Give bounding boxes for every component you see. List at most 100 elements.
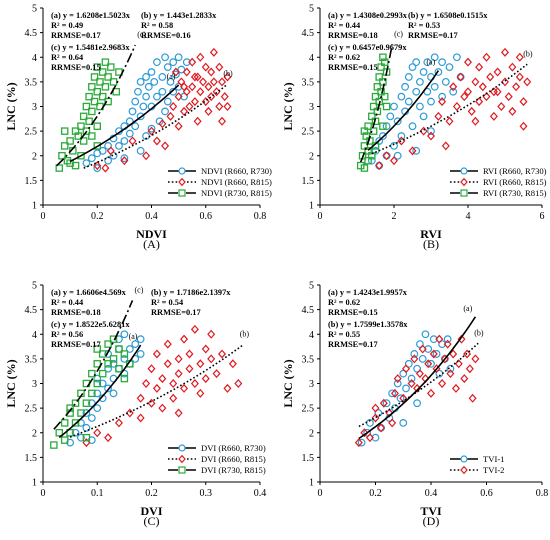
data-point — [128, 136, 137, 146]
data-point — [60, 142, 69, 150]
data-point — [418, 344, 427, 354]
data-point — [161, 107, 169, 116]
data-point — [451, 383, 460, 393]
data-point — [500, 47, 510, 57]
data-point — [161, 53, 169, 62]
data-point — [82, 423, 91, 432]
data-point — [427, 359, 435, 368]
data-point — [223, 72, 232, 82]
data-point — [115, 364, 123, 373]
data-point — [190, 97, 199, 107]
data-point — [218, 116, 227, 126]
data-point — [120, 354, 129, 363]
equation-line: R² = 0.44 — [51, 298, 84, 307]
data-point — [98, 350, 107, 358]
y-tick-label: 4 — [309, 330, 314, 341]
x-tick-label: 0.6 — [480, 488, 493, 499]
data-point — [416, 77, 424, 86]
legend-label: NDVI (R730, R815) — [201, 188, 272, 198]
data-point — [142, 151, 151, 161]
data-point — [424, 359, 433, 369]
equation-line: RRMSE=0.17 — [328, 340, 378, 349]
data-point — [207, 67, 216, 77]
data-point — [429, 335, 438, 344]
data-point — [209, 77, 218, 87]
data-point — [410, 350, 419, 358]
data-point — [190, 378, 199, 389]
data-point — [142, 73, 150, 81]
data-point — [457, 334, 466, 344]
curve-label: (a) — [129, 332, 138, 341]
data-point — [196, 388, 205, 398]
equation-line: R² = 0.55 — [328, 330, 360, 339]
data-point — [152, 383, 161, 393]
series-1 — [82, 53, 191, 172]
data-point — [519, 121, 528, 131]
data-point — [77, 409, 85, 417]
legend: RVI (R660, R730)RVI (R660, R815)RVI (R73… — [450, 166, 547, 198]
equation-line: RRMSE=0.18 — [51, 308, 101, 317]
x-tick-label: 0.4 — [254, 488, 267, 499]
data-point — [426, 388, 436, 398]
y-tick-label: 5 — [309, 281, 314, 292]
data-point — [468, 393, 477, 403]
equation-line: RRMSE=0.17 — [408, 31, 458, 40]
equation-line: (c) y = 0.6457e0.9679x — [328, 43, 407, 52]
legend-label: NDVI (R660, R730) — [201, 166, 272, 176]
y-tick-label: 4 — [32, 330, 37, 341]
equation-line: (b) y = 1.6508e0.1515x — [408, 11, 488, 20]
data-point — [401, 82, 410, 91]
fit-curve-1 — [367, 70, 440, 151]
x-axis-label: TVI — [420, 504, 442, 518]
data-point — [215, 62, 224, 72]
series-2 — [375, 47, 532, 171]
data-point — [79, 112, 88, 121]
data-point — [88, 369, 96, 378]
data-point — [404, 359, 413, 368]
data-point — [66, 428, 74, 437]
x-tick-label: 0 — [318, 488, 323, 499]
data-point — [519, 97, 528, 107]
data-point — [446, 369, 455, 379]
data-point — [443, 339, 452, 349]
data-point — [463, 87, 473, 97]
data-point — [379, 398, 388, 408]
data-point — [107, 63, 115, 71]
data-point — [82, 159, 91, 168]
data-point — [150, 77, 159, 86]
data-point — [396, 394, 405, 403]
data-point — [98, 92, 107, 101]
data-point — [174, 92, 183, 102]
legend-label: TVI-2 — [483, 465, 504, 475]
data-point — [166, 111, 175, 121]
x-tick-label: 0 — [318, 211, 323, 222]
data-point — [482, 52, 491, 62]
data-point — [109, 335, 118, 343]
panel-caption: (A) — [143, 237, 160, 251]
curve-label: (a) — [463, 304, 472, 313]
data-point — [228, 359, 237, 369]
data-point — [185, 101, 194, 112]
data-point — [93, 142, 102, 150]
data-point — [109, 389, 118, 398]
equation-line: (a) y = 1.4243e1.9957x — [328, 288, 408, 297]
data-point — [371, 413, 380, 423]
data-point — [374, 409, 383, 417]
data-point — [508, 62, 517, 72]
data-point — [379, 122, 387, 130]
equation-line: (a) y = 1.6208e1.5023x — [51, 11, 131, 20]
x-tick-label: 0 — [41, 488, 46, 499]
data-point — [408, 146, 417, 156]
data-point — [371, 403, 380, 413]
panel-A: 1 1.5 2 2.5 3 3.5 4 4.5 5 0 0.2 0.4 0.6 0.8 NDVI LNC (%… — [4, 4, 272, 252]
data-point — [360, 127, 369, 135]
data-point — [441, 141, 450, 151]
x-tick-label: 0.2 — [91, 211, 104, 222]
series-3 — [50, 335, 134, 449]
data-point — [185, 349, 194, 359]
fit-curve-2 — [358, 342, 479, 428]
data-point — [454, 359, 463, 369]
